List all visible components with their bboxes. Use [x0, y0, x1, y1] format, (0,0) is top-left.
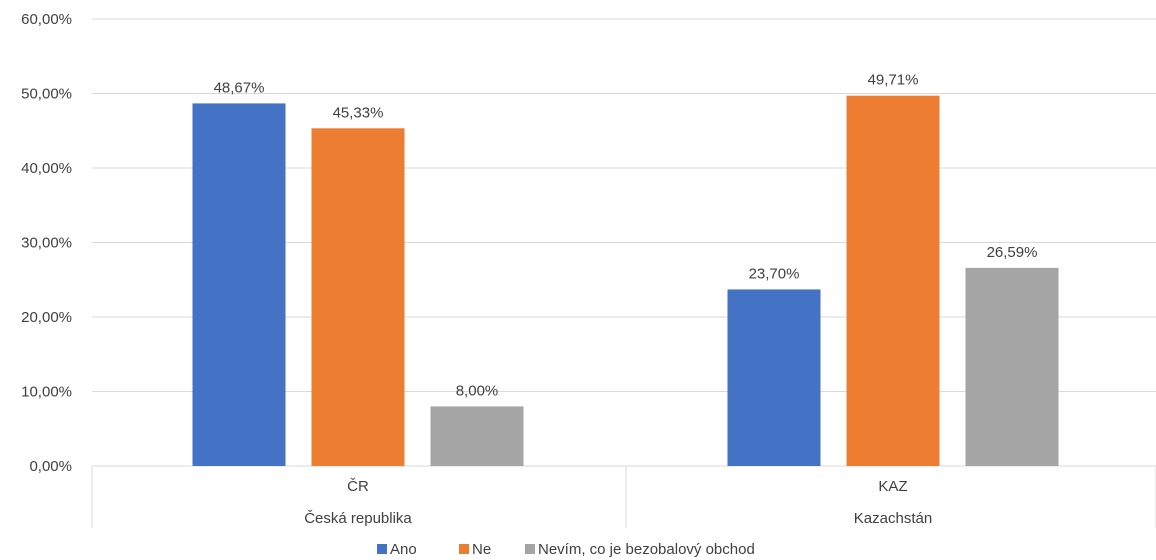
x-tick-label: ČR: [347, 478, 369, 495]
bar: [965, 267, 1059, 466]
legend-swatch: [377, 544, 387, 554]
bar: [192, 103, 286, 466]
y-tick-label: 10,00%: [21, 384, 72, 401]
y-tick-label: 30,00%: [21, 235, 72, 252]
data-label: 23,70%: [749, 265, 800, 282]
x-group-label: Kazachstán: [854, 510, 932, 527]
bar: [430, 406, 524, 466]
bar: [846, 95, 940, 467]
y-tick-label: 40,00%: [21, 160, 72, 177]
x-group-label: Česká republika: [304, 510, 412, 527]
data-label: 45,33%: [333, 104, 384, 121]
legend-entry: Nevím, co je bezobalový obchod: [538, 541, 755, 558]
data-label: 49,71%: [868, 72, 919, 89]
y-tick-label: 20,00%: [21, 309, 72, 326]
data-label: 26,59%: [987, 244, 1038, 261]
legend-swatch: [525, 544, 535, 554]
y-tick-label: 0,00%: [29, 458, 72, 475]
data-label: 48,67%: [214, 79, 265, 96]
bar: [311, 128, 405, 466]
x-tick-label: KAZ: [878, 478, 907, 495]
y-tick-label: 60,00%: [21, 11, 72, 28]
legend-entry: Ano: [390, 541, 417, 558]
legend-swatch: [459, 544, 469, 554]
y-tick-label: 50,00%: [21, 86, 72, 103]
bar: [727, 289, 821, 466]
legend-entry: Ne: [472, 541, 491, 558]
data-label: 8,00%: [456, 382, 499, 399]
